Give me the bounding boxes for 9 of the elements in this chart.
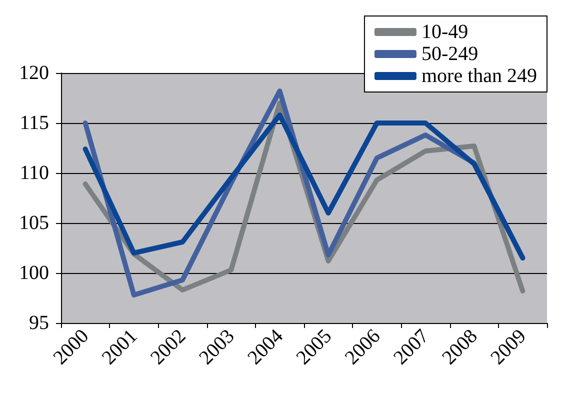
y-tick-label: 120 [19,62,49,84]
y-tick-label: 115 [20,112,49,134]
legend-label: 10-49 [421,21,468,43]
y-tick-label: 100 [19,262,49,284]
y-tick-label: 110 [20,162,49,184]
legend-label: 50-249 [421,43,478,65]
legend-label: more than 249 [421,65,538,87]
y-tick-label: 105 [19,212,49,234]
y-tick-label: 95 [29,312,49,334]
